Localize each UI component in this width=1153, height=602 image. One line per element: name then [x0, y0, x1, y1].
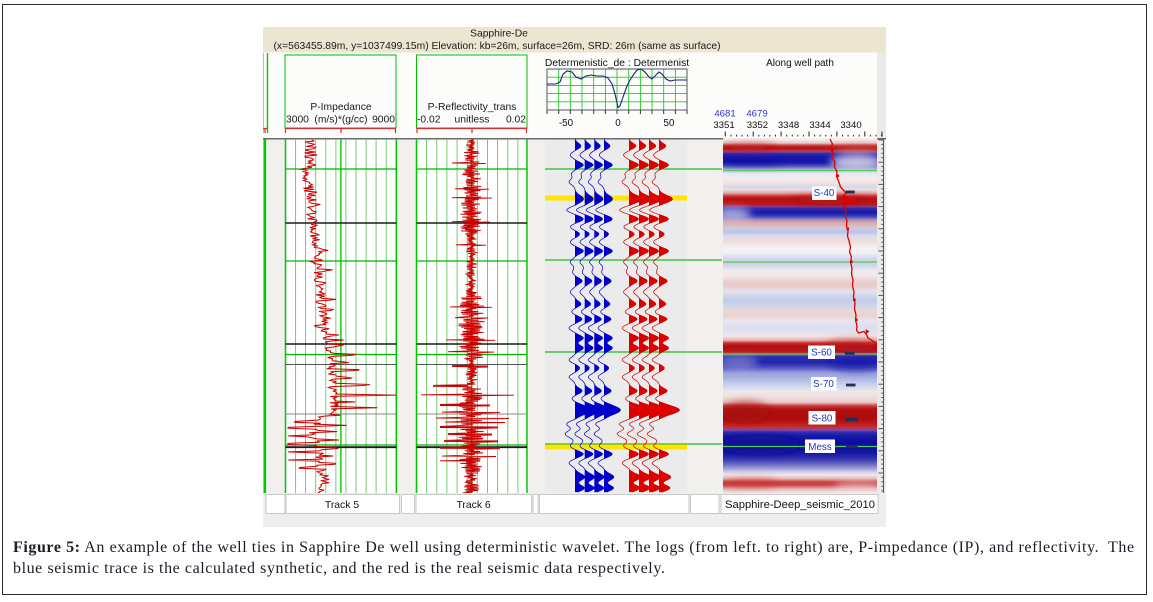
svg-text:3352: 3352 — [747, 120, 768, 131]
svg-text:3351: 3351 — [713, 120, 734, 131]
svg-text:S-40: S-40 — [814, 188, 835, 199]
svg-text:4679: 4679 — [746, 109, 767, 120]
svg-text:3344: 3344 — [809, 120, 831, 131]
svg-text:9000: 9000 — [372, 115, 395, 126]
svg-text:3340: 3340 — [840, 120, 861, 131]
svg-text:-50: -50 — [559, 118, 574, 129]
svg-text:Track 5: Track 5 — [325, 500, 359, 511]
svg-text:0.02: 0.02 — [506, 115, 526, 126]
svg-text:Sapphire-De: Sapphire-De — [470, 29, 528, 40]
svg-text:4681: 4681 — [714, 109, 735, 120]
svg-text:3348: 3348 — [778, 120, 799, 131]
svg-text:Along well path: Along well path — [766, 58, 834, 69]
svg-text:-0.02: -0.02 — [417, 115, 441, 126]
svg-text:S-60: S-60 — [811, 348, 832, 359]
svg-text:P-Reflectivity_trans: P-Reflectivity_trans — [428, 102, 517, 113]
svg-text:P-Impedance: P-Impedance — [310, 102, 372, 113]
svg-text:(m/s)*(g/cc): (m/s)*(g/cc) — [314, 115, 367, 126]
svg-text:Sapphire-Deep_seismic_2010: Sapphire-Deep_seismic_2010 — [725, 499, 875, 511]
svg-text:Track 6: Track 6 — [456, 500, 490, 511]
svg-text:S-80: S-80 — [812, 414, 833, 425]
svg-text:(x=563455.89m, y=1037499.15m): (x=563455.89m, y=1037499.15m) Elevation:… — [274, 41, 721, 52]
svg-text:3000: 3000 — [286, 115, 309, 126]
svg-text:unitless: unitless — [455, 115, 490, 126]
svg-text:50: 50 — [664, 118, 675, 129]
svg-text:0: 0 — [615, 118, 621, 129]
svg-text:Determenistic_de : Determenist: Determenistic_de : Determenist — [545, 58, 689, 69]
svg-text:S-70: S-70 — [813, 379, 834, 390]
svg-text:Mess: Mess — [808, 442, 832, 453]
